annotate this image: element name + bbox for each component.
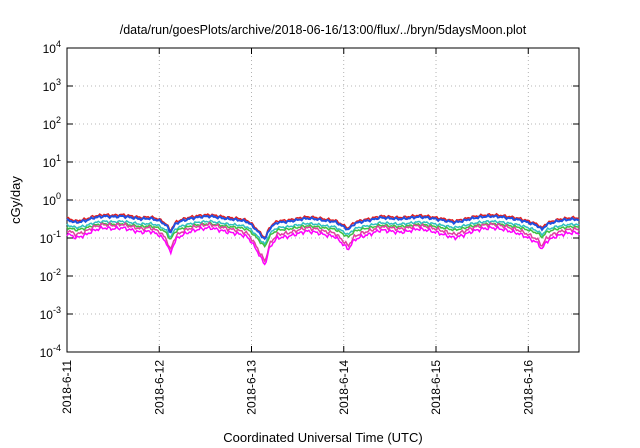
- series-line: [66, 225, 580, 266]
- x-tick-label: 2018-6-16: [521, 360, 535, 415]
- x-tick-label: 2018-6-12: [152, 360, 166, 415]
- y-tick-label: 100: [43, 191, 61, 208]
- y-tick-label: 10-4: [40, 343, 61, 360]
- series-line: [66, 219, 580, 246]
- grid-layer: [67, 48, 579, 352]
- x-tick-label: 2018-6-13: [245, 360, 259, 415]
- y-tick-label: 101: [43, 153, 61, 170]
- chart-title: /data/run/goesPlots/archive/2018-06-16/1…: [120, 23, 527, 37]
- y-axis-label: cGy/day: [8, 176, 23, 224]
- x-axis-label: Coordinated Universal Time (UTC): [223, 430, 422, 445]
- y-tick-label: 104: [43, 39, 61, 56]
- series-line: [66, 213, 580, 241]
- series-layer: [66, 212, 580, 266]
- x-tick-label: 2018-6-15: [429, 360, 443, 415]
- series-line: [67, 221, 580, 263]
- y-tick-label: 10-3: [40, 305, 61, 322]
- x-tick-label: 2018-6-14: [337, 360, 351, 415]
- y-tick-label: 103: [43, 77, 61, 94]
- y-tick-label: 102: [43, 115, 61, 132]
- series-line: [66, 212, 580, 239]
- y-axis: 10-4 10-3 10-2 10-1 100 101 102 103 104: [40, 39, 579, 360]
- x-axis: 2018-6-11 2018-6-12 2018-6-13 2018-6-14 2018…: [60, 48, 535, 415]
- y-tick-label: 10-1: [40, 229, 61, 246]
- x-tick-label: 2018-6-11: [60, 360, 74, 414]
- y-tick-label: 10-2: [40, 267, 61, 284]
